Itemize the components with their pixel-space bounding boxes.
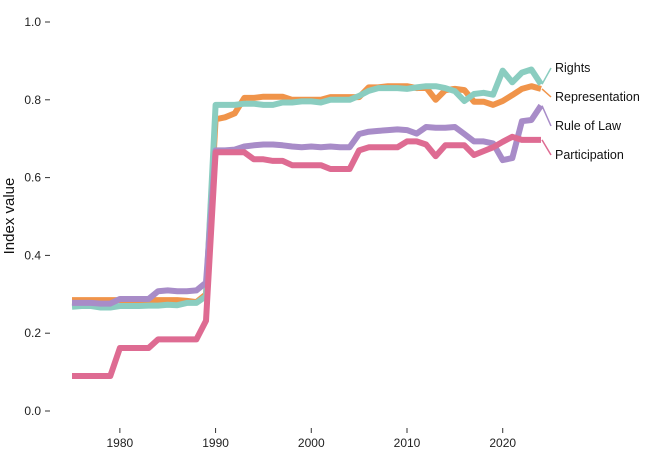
series-label-participation: Participation bbox=[555, 148, 624, 162]
x-tick-label: 1980 bbox=[107, 436, 134, 450]
y-tick-label: 0.2 bbox=[24, 326, 41, 340]
series-line-rights bbox=[71, 66, 544, 311]
series-labels: Rights Representation Rule of Law Participa… bbox=[541, 61, 640, 162]
series-label-rights: Rights bbox=[555, 61, 590, 75]
label-connector-representation bbox=[541, 88, 552, 98]
y-tick-label: 1.0 bbox=[24, 15, 41, 29]
y-axis: 0.0 0.2 0.4 0.6 0.8 1.0 bbox=[24, 15, 50, 418]
x-axis: 1980 1990 2000 2010 2020 bbox=[107, 428, 516, 450]
y-tick-label: 0.6 bbox=[24, 171, 41, 185]
series-line-representation bbox=[72, 83, 542, 306]
series-label-rule-of-law: Rule of Law bbox=[555, 119, 622, 133]
x-tick-label: 2020 bbox=[489, 436, 516, 450]
series-layer bbox=[71, 66, 544, 379]
y-axis-title: Index value bbox=[1, 178, 18, 255]
y-tick-label: 0.0 bbox=[24, 404, 41, 418]
series-label-representation: Representation bbox=[555, 90, 640, 104]
y-tick-label: 0.8 bbox=[24, 93, 41, 107]
x-tick-label: 2010 bbox=[394, 436, 421, 450]
series-line-participation bbox=[72, 133, 541, 379]
label-connector-rule-of-law bbox=[541, 105, 552, 127]
label-connector-rights bbox=[541, 67, 552, 85]
label-connector-participation bbox=[541, 139, 552, 156]
series-line-rule-of-law bbox=[72, 103, 544, 307]
x-tick-label: 1990 bbox=[202, 436, 229, 450]
x-tick-label: 2000 bbox=[298, 436, 325, 450]
y-tick-label: 0.4 bbox=[24, 248, 41, 262]
